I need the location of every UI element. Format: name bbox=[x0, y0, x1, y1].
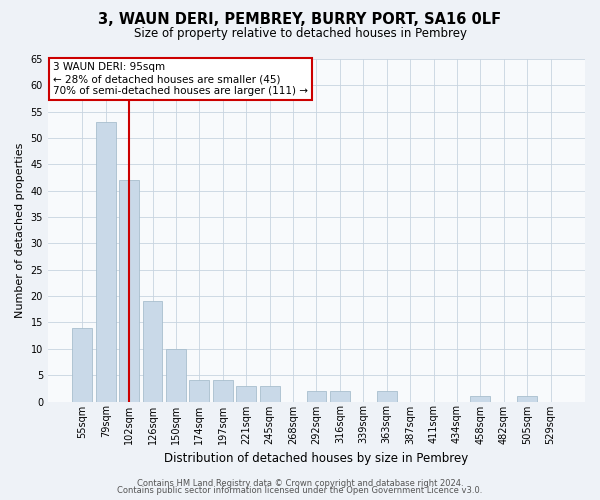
Bar bbox=[260, 386, 280, 402]
Bar bbox=[236, 386, 256, 402]
Text: Contains public sector information licensed under the Open Government Licence v3: Contains public sector information licen… bbox=[118, 486, 482, 495]
Bar bbox=[517, 396, 537, 402]
X-axis label: Distribution of detached houses by size in Pembrey: Distribution of detached houses by size … bbox=[164, 452, 469, 465]
Bar bbox=[166, 349, 186, 402]
Text: 3 WAUN DERI: 95sqm
← 28% of detached houses are smaller (45)
70% of semi-detache: 3 WAUN DERI: 95sqm ← 28% of detached hou… bbox=[53, 62, 308, 96]
Bar bbox=[470, 396, 490, 402]
Bar bbox=[330, 391, 350, 402]
Y-axis label: Number of detached properties: Number of detached properties bbox=[15, 142, 25, 318]
Text: Contains HM Land Registry data © Crown copyright and database right 2024.: Contains HM Land Registry data © Crown c… bbox=[137, 478, 463, 488]
Bar bbox=[143, 302, 163, 402]
Bar bbox=[307, 391, 326, 402]
Bar bbox=[73, 328, 92, 402]
Bar bbox=[96, 122, 116, 402]
Text: Size of property relative to detached houses in Pembrey: Size of property relative to detached ho… bbox=[133, 28, 467, 40]
Bar bbox=[377, 391, 397, 402]
Text: 3, WAUN DERI, PEMBREY, BURRY PORT, SA16 0LF: 3, WAUN DERI, PEMBREY, BURRY PORT, SA16 … bbox=[98, 12, 502, 28]
Bar bbox=[213, 380, 233, 402]
Bar bbox=[119, 180, 139, 402]
Bar bbox=[190, 380, 209, 402]
